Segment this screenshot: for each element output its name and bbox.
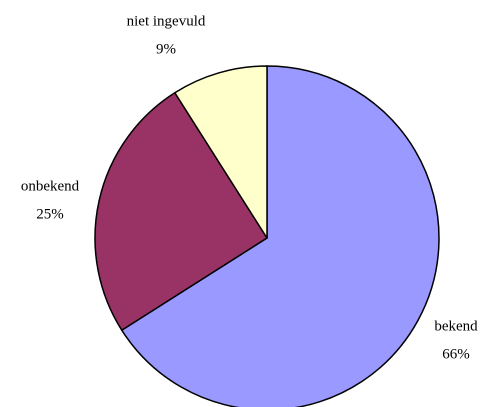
pie-slice bbox=[94, 92, 268, 331]
slice-label: bekend bbox=[434, 318, 478, 334]
slice-value-label: 25% bbox=[36, 206, 64, 222]
pie-slice bbox=[174, 65, 268, 239]
slice-label: niet ingevuld bbox=[127, 13, 206, 29]
slice-value-label: 66% bbox=[442, 346, 470, 362]
slice-value-label: 9% bbox=[156, 41, 176, 57]
pie-slice bbox=[121, 65, 440, 407]
slice-label: onbekend bbox=[21, 178, 80, 194]
